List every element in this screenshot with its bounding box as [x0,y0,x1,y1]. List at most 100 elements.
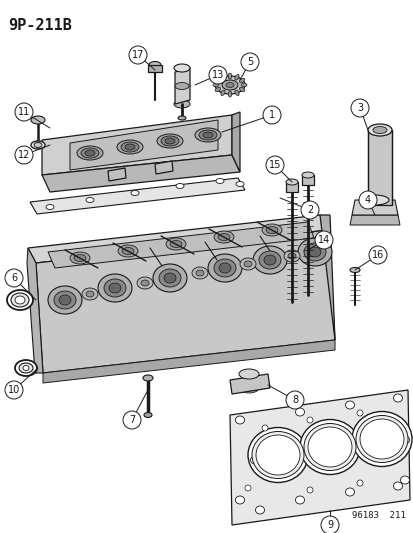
Circle shape [209,66,226,84]
Ellipse shape [225,83,233,87]
Ellipse shape [261,224,281,236]
Ellipse shape [117,140,142,154]
Ellipse shape [355,416,407,463]
Ellipse shape [299,419,359,474]
Ellipse shape [70,252,90,264]
Ellipse shape [216,179,223,183]
Polygon shape [108,168,126,181]
Circle shape [240,53,259,71]
Ellipse shape [82,288,98,300]
Ellipse shape [228,91,231,97]
Ellipse shape [238,369,259,379]
Ellipse shape [250,456,259,464]
Ellipse shape [34,142,42,148]
Ellipse shape [220,75,225,80]
Ellipse shape [306,487,312,493]
Ellipse shape [166,238,185,250]
Text: 6: 6 [11,273,17,283]
Ellipse shape [392,394,401,402]
Ellipse shape [159,269,180,287]
Ellipse shape [235,496,244,504]
Ellipse shape [306,417,312,423]
Ellipse shape [261,425,267,431]
Text: 3: 3 [356,103,362,113]
Ellipse shape [218,263,230,273]
Ellipse shape [98,274,132,302]
Ellipse shape [214,231,233,243]
Ellipse shape [31,116,45,124]
Ellipse shape [86,291,94,297]
Ellipse shape [285,179,297,185]
Circle shape [5,381,23,399]
Circle shape [368,246,386,264]
Ellipse shape [122,247,134,254]
Ellipse shape [54,291,76,309]
Ellipse shape [215,87,220,92]
Ellipse shape [252,246,286,274]
Ellipse shape [161,136,178,146]
Ellipse shape [214,76,244,94]
Text: 9P-211B: 9P-211B [8,18,72,33]
Ellipse shape [263,255,275,265]
Ellipse shape [11,293,29,307]
Ellipse shape [118,245,138,257]
Ellipse shape [239,78,244,83]
Ellipse shape [202,132,212,138]
Ellipse shape [215,78,220,83]
Text: 13: 13 [211,70,223,80]
Ellipse shape [308,247,320,257]
Ellipse shape [255,506,264,514]
Ellipse shape [243,261,252,267]
Text: 12: 12 [18,150,30,160]
Text: 8: 8 [291,395,297,405]
Ellipse shape [23,366,29,370]
Ellipse shape [192,267,207,279]
Ellipse shape [212,83,218,87]
Ellipse shape [238,383,259,393]
Ellipse shape [214,259,235,277]
Ellipse shape [144,413,152,417]
Polygon shape [301,175,313,185]
Ellipse shape [266,471,272,477]
Ellipse shape [15,360,37,376]
Text: 9: 9 [326,520,332,530]
Ellipse shape [157,134,183,148]
Ellipse shape [345,401,354,409]
Circle shape [350,99,368,117]
Text: 7: 7 [128,415,135,425]
Text: 1: 1 [268,110,274,120]
Ellipse shape [165,138,175,144]
Ellipse shape [85,150,95,156]
Ellipse shape [178,116,185,120]
Ellipse shape [399,436,408,444]
Ellipse shape [235,182,243,187]
Text: 4: 4 [364,195,370,205]
Polygon shape [70,120,218,170]
Ellipse shape [234,75,239,80]
Ellipse shape [303,243,325,261]
Text: 16: 16 [371,250,383,260]
Ellipse shape [137,277,153,289]
Ellipse shape [46,205,54,209]
Ellipse shape [7,290,33,310]
Polygon shape [175,68,190,104]
Ellipse shape [239,87,244,92]
Ellipse shape [149,61,161,69]
Ellipse shape [131,190,139,196]
Ellipse shape [74,254,86,262]
Ellipse shape [392,482,401,490]
Ellipse shape [164,273,176,283]
Circle shape [320,516,338,533]
Ellipse shape [220,90,225,95]
Ellipse shape [351,411,411,466]
Ellipse shape [170,240,182,247]
Ellipse shape [252,432,303,479]
Text: 15: 15 [268,160,280,170]
Ellipse shape [295,496,304,504]
Ellipse shape [240,83,247,87]
Polygon shape [48,222,313,268]
Ellipse shape [173,100,190,108]
Ellipse shape [77,146,103,160]
Polygon shape [285,182,297,192]
Ellipse shape [175,83,189,90]
